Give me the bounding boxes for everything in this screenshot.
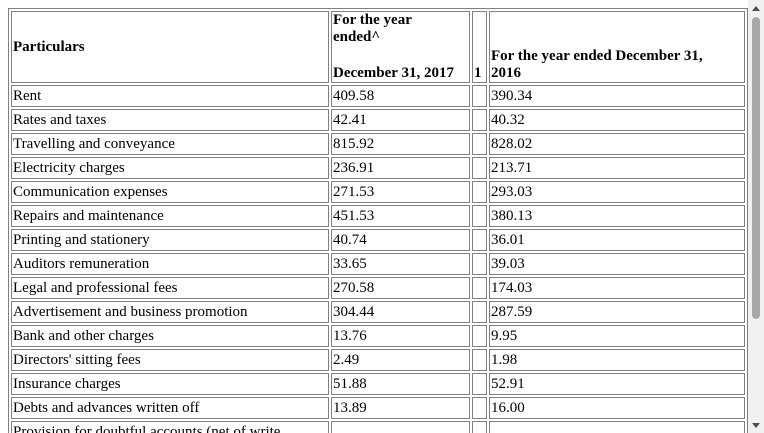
row-note: [472, 277, 487, 299]
row-value-2017: 13.76: [331, 325, 470, 347]
header-particulars: Particulars: [11, 11, 329, 83]
row-value-2016: 36.01: [489, 229, 745, 251]
row-note: [472, 301, 487, 323]
row-label: Rent: [11, 85, 329, 107]
table-row: Rent 409.58 390.34: [11, 85, 745, 107]
row-value-2016: 293.03: [489, 181, 745, 203]
row-value-2017: 13.89: [331, 397, 470, 419]
row-label: Communication expenses: [11, 181, 329, 203]
header-year-2017: For the year ended^ December 31, 2017: [331, 11, 470, 83]
row-note: [472, 421, 487, 433]
row-note: [472, 205, 487, 227]
header-year-2016-top: For the year ended December 31,: [491, 48, 703, 64]
row-value-2016: 52.91: [489, 373, 745, 395]
row-note: [472, 253, 487, 275]
table-row: Legal and professional fees 270.58 174.03: [11, 277, 745, 299]
table-row: Advertisement and business promotion 304.…: [11, 301, 745, 323]
row-note: [472, 157, 487, 179]
scroll-up-arrow-icon[interactable]: [748, 0, 764, 16]
table-row: Debts and advances written off 13.89 16.00: [11, 397, 745, 419]
table-row: Auditors remuneration 33.65 39.03: [11, 253, 745, 275]
scrollbar-thumb[interactable]: [752, 17, 760, 319]
row-label: Bank and other charges: [11, 325, 329, 347]
row-value-2016: 39.03: [489, 253, 745, 275]
row-value-2016: 16.00: [489, 397, 745, 419]
row-value-2016: 1.98: [489, 349, 745, 371]
row-value-2016: [489, 421, 745, 433]
row-value-2016: 287.59: [489, 301, 745, 323]
row-value-2017: 451.53: [331, 205, 470, 227]
row-label: Advertisement and business promotion: [11, 301, 329, 323]
row-value-2017: 271.53: [331, 181, 470, 203]
row-value-2017: [331, 421, 470, 433]
row-note: [472, 109, 487, 131]
document-viewport: Particulars For the year ended^ December…: [8, 8, 748, 433]
row-value-2016: 213.71: [489, 157, 745, 179]
row-label: Auditors remuneration: [11, 253, 329, 275]
row-value-2017: 270.58: [331, 277, 470, 299]
header-year-2016-bottom: 2016: [491, 65, 521, 81]
header-year-2016: For the year ended December 31, 2016: [489, 11, 745, 83]
row-note: [472, 229, 487, 251]
table-row: Bank and other charges 13.76 9.95: [11, 325, 745, 347]
row-note: [472, 373, 487, 395]
row-note: [472, 349, 487, 371]
row-label: Rates and taxes: [11, 109, 329, 131]
table-row: Provision for doubtful accounts (net of …: [11, 421, 745, 433]
row-note: [472, 133, 487, 155]
row-label: Provision for doubtful accounts (net of …: [11, 421, 329, 433]
row-label: Electricity charges: [11, 157, 329, 179]
table-row: Printing and stationery 40.74 36.01: [11, 229, 745, 251]
row-value-2017: 33.65: [331, 253, 470, 275]
header-note: 1: [472, 11, 487, 83]
header-note-text: 1: [474, 65, 482, 81]
row-value-2017: 304.44: [331, 301, 470, 323]
row-value-2016: 9.95: [489, 325, 745, 347]
row-label: Travelling and conveyance: [11, 133, 329, 155]
row-note: [472, 181, 487, 203]
row-label: Printing and stationery: [11, 229, 329, 251]
header-year-2017-bottom: December 31, 2017: [333, 65, 454, 81]
row-value-2016: 390.34: [489, 85, 745, 107]
table-row: Insurance charges 51.88 52.91: [11, 373, 745, 395]
table-row: Travelling and conveyance 815.92 828.02: [11, 133, 745, 155]
row-value-2017: 2.49: [331, 349, 470, 371]
row-label: Legal and professional fees: [11, 277, 329, 299]
vertical-scrollbar[interactable]: [748, 0, 764, 433]
row-value-2016: 174.03: [489, 277, 745, 299]
row-value-2016: 828.02: [489, 133, 745, 155]
row-label: Debts and advances written off: [11, 397, 329, 419]
row-label: Directors' sitting fees: [11, 349, 329, 371]
scroll-down-arrow-icon[interactable]: [748, 417, 764, 433]
table-row: Repairs and maintenance 451.53 380.13: [11, 205, 745, 227]
row-value-2017: 236.91: [331, 157, 470, 179]
expenses-table: Particulars For the year ended^ December…: [8, 8, 748, 433]
row-value-2017: 409.58: [331, 85, 470, 107]
table-header-row: Particulars For the year ended^ December…: [11, 11, 745, 83]
table-row: Electricity charges 236.91 213.71: [11, 157, 745, 179]
header-year-2017-top: For the year ended^: [333, 12, 412, 45]
row-note: [472, 397, 487, 419]
row-label: Insurance charges: [11, 373, 329, 395]
row-value-2017: 42.41: [331, 109, 470, 131]
table-row: Communication expenses 271.53 293.03: [11, 181, 745, 203]
row-value-2016: 380.13: [489, 205, 745, 227]
row-note: [472, 325, 487, 347]
row-value-2017: 51.88: [331, 373, 470, 395]
row-value-2017: 815.92: [331, 133, 470, 155]
row-value-2016: 40.32: [489, 109, 745, 131]
table-row: Rates and taxes 42.41 40.32: [11, 109, 745, 131]
row-label: Repairs and maintenance: [11, 205, 329, 227]
row-value-2017: 40.74: [331, 229, 470, 251]
table-row: Directors' sitting fees 2.49 1.98: [11, 349, 745, 371]
row-note: [472, 85, 487, 107]
